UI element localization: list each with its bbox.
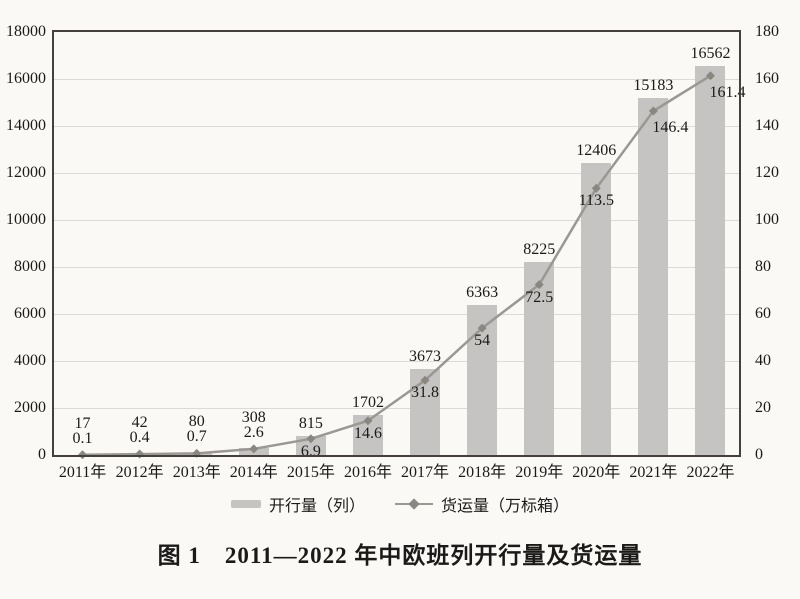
x-axis-tick: 2016年 [343, 464, 392, 481]
right-axis-tick: 80 [755, 258, 771, 275]
right-axis-tick: 140 [755, 117, 779, 134]
line-marker [306, 434, 316, 444]
line-marker [78, 450, 88, 460]
legend-label-freight: 货运量（万标箱） [441, 498, 570, 515]
line-marker [420, 375, 430, 385]
line-marker [249, 444, 259, 454]
right-axis-tick: 60 [755, 305, 771, 322]
x-axis-tick: 2013年 [172, 464, 221, 481]
x-axis-tick: 2015年 [286, 464, 335, 481]
left-axis-tick: 2000 [14, 399, 46, 416]
x-axis-tick: 2019年 [515, 464, 564, 481]
line-marker [705, 71, 715, 81]
plot-area: 17 0.1 42 0.4 80 0.7 308 2.6 815 6.9 1702 14.6 3673 3… [52, 30, 745, 460]
bar-value-label: 12406 [576, 142, 617, 160]
bar-value-label: 8225 [523, 240, 556, 258]
line-marker [534, 280, 544, 290]
left-axis-tick: 8000 [14, 258, 46, 275]
line-value-label: 0.7 [186, 428, 207, 446]
bar-value-label: 3673 [409, 347, 442, 365]
left-axis-tick: 12000 [6, 164, 46, 181]
freight-line-svg [78, 71, 715, 460]
bar-value-label: 42 [131, 414, 148, 432]
line-value-label: 54 [474, 332, 491, 350]
line-series-swatch-icon [395, 498, 433, 510]
bar-value-label: 6363 [466, 284, 499, 302]
legend-item-trains: 开行量（列） [230, 492, 365, 516]
left-axis-tick: 0 [38, 446, 46, 463]
gridline [54, 220, 739, 221]
gridline [54, 361, 739, 362]
bar-value-label: 815 [298, 414, 323, 432]
right-axis-tick: 100 [755, 211, 779, 228]
left-axis-tick: 16000 [6, 70, 46, 87]
line-value-label: 72.5 [525, 288, 554, 306]
right-axis-tick: 0 [755, 446, 763, 463]
x-axis-tick: 2012年 [115, 464, 164, 481]
left-axis-tick: 6000 [14, 305, 46, 322]
x-axis-tick: 2014年 [229, 464, 278, 481]
bar [695, 65, 726, 455]
x-axis-tick: 2022年 [686, 464, 735, 481]
bar-value-label: 308 [241, 408, 266, 426]
gridline [54, 267, 739, 268]
figure-caption: 图 1 2011—2022 年中欧班列开行量及货运量 [157, 543, 643, 568]
left-axis-tick: 10000 [6, 211, 46, 228]
right-axis-tick-labels: 0 20 40 60 80 100 120 140 160 180 [751, 24, 797, 463]
x-axis-tick: 2021年 [629, 464, 678, 481]
line-marker [363, 416, 373, 426]
gridline [54, 126, 739, 127]
gridline [54, 314, 739, 315]
line-value-label: 6.9 [300, 442, 321, 460]
x-axis-labels: 2011年 2012年 2013年 2014年 2015年 2016年 2017年 2018年… [54, 464, 739, 484]
line-marker [192, 448, 202, 458]
gridline [54, 408, 739, 409]
bar-value-label: 17 [74, 414, 91, 432]
line-value-label: 113.5 [578, 192, 614, 210]
line-marker [135, 449, 145, 459]
gridline [54, 173, 739, 174]
left-axis-tick: 18000 [6, 23, 46, 40]
left-axis-tick: 14000 [6, 117, 46, 134]
left-axis-tick-labels: 0 2000 4000 6000 8000 10000 12000 14000 16000 180… [0, 24, 46, 463]
line-value-label: 0.1 [72, 429, 93, 447]
diamond-marker-icon [408, 498, 420, 510]
line-value-label: 146.4 [652, 118, 689, 136]
bar-value-label: 15183 [633, 77, 674, 95]
line-marker [591, 183, 601, 193]
bar [581, 163, 612, 455]
x-axis-tick: 2018年 [458, 464, 507, 481]
bar-value-label: 16562 [690, 44, 731, 62]
chart-legend: 开行量（列） 货运量（万标箱） [0, 492, 800, 516]
gridline [54, 79, 739, 80]
line-value-label: 14.6 [353, 424, 382, 442]
line-value-label: 161.4 [709, 83, 746, 101]
line-marker [648, 106, 658, 116]
bar-series-swatch-icon [230, 500, 261, 508]
left-axis-tick: 4000 [14, 352, 46, 369]
bar-value-label: 1702 [351, 394, 384, 411]
bar [638, 98, 669, 455]
right-axis-tick: 40 [755, 352, 771, 369]
freight-line [82, 74, 712, 457]
right-axis-tick: 120 [755, 164, 779, 181]
legend-label-trains: 开行量（列） [268, 498, 365, 515]
line-value-label: 0.4 [129, 429, 150, 447]
x-axis-tick: 2011年 [58, 464, 107, 481]
x-axis-tick: 2017年 [401, 464, 450, 481]
line-value-label: 31.8 [411, 384, 440, 402]
bar [524, 261, 555, 455]
bar-value-label: 80 [188, 413, 205, 431]
right-axis-tick: 20 [755, 399, 771, 416]
legend-item-freight: 货运量（万标箱） [395, 492, 569, 516]
line-marker [477, 323, 487, 333]
right-axis-tick: 160 [755, 70, 779, 87]
line-value-label: 2.6 [243, 423, 264, 441]
right-axis-tick: 180 [755, 23, 779, 40]
x-axis-tick: 2020年 [572, 464, 621, 481]
